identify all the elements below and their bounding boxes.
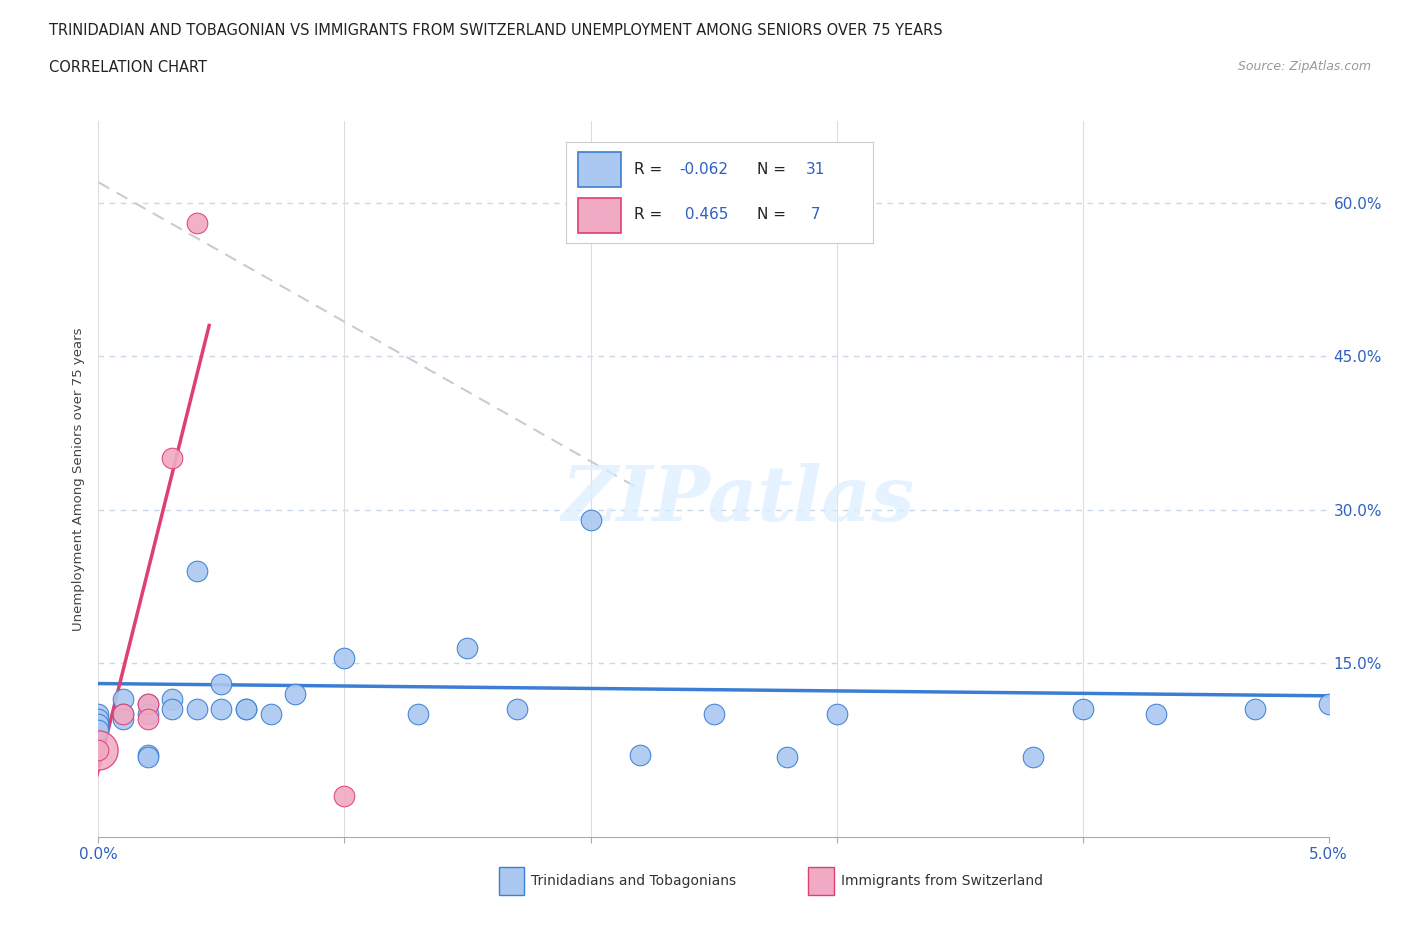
Point bbox=[333, 789, 356, 804]
Point bbox=[162, 451, 183, 466]
Point bbox=[186, 216, 208, 231]
Point bbox=[1317, 697, 1340, 711]
Text: Source: ZipAtlas.com: Source: ZipAtlas.com bbox=[1237, 60, 1371, 73]
Point bbox=[87, 712, 110, 727]
Point bbox=[112, 712, 135, 727]
Point bbox=[284, 686, 307, 701]
Point bbox=[703, 707, 725, 722]
Point bbox=[112, 707, 135, 722]
Point bbox=[211, 676, 233, 691]
Point bbox=[162, 692, 183, 707]
Point bbox=[506, 702, 529, 717]
Point bbox=[136, 697, 159, 711]
Point bbox=[87, 717, 110, 732]
Point bbox=[136, 748, 159, 763]
Point bbox=[776, 750, 799, 764]
Text: ZIPatlas: ZIPatlas bbox=[561, 463, 915, 538]
Text: Immigrants from Switzerland: Immigrants from Switzerland bbox=[841, 873, 1043, 888]
Point bbox=[408, 707, 430, 722]
Point bbox=[112, 692, 135, 707]
Text: Trinidadians and Tobagonians: Trinidadians and Tobagonians bbox=[531, 873, 737, 888]
Point bbox=[235, 702, 257, 717]
Point bbox=[628, 748, 651, 763]
Point bbox=[136, 750, 159, 764]
Point bbox=[579, 512, 602, 527]
Point bbox=[112, 707, 135, 722]
Point bbox=[87, 742, 110, 757]
Point bbox=[260, 707, 283, 722]
Point bbox=[1022, 750, 1045, 764]
Point bbox=[1071, 702, 1094, 717]
Point bbox=[87, 707, 110, 722]
Text: CORRELATION CHART: CORRELATION CHART bbox=[49, 60, 207, 75]
Point bbox=[333, 651, 356, 666]
Point bbox=[211, 702, 233, 717]
Point bbox=[87, 722, 110, 737]
Point bbox=[136, 712, 159, 727]
Point bbox=[162, 702, 183, 717]
Point bbox=[825, 707, 848, 722]
Point bbox=[186, 564, 208, 578]
Point bbox=[136, 697, 159, 711]
Point bbox=[87, 742, 110, 757]
Point bbox=[186, 702, 208, 717]
Point bbox=[1244, 702, 1267, 717]
Point bbox=[235, 702, 257, 717]
Point bbox=[1144, 707, 1167, 722]
Point bbox=[456, 641, 478, 656]
Point bbox=[136, 707, 159, 722]
Text: TRINIDADIAN AND TOBAGONIAN VS IMMIGRANTS FROM SWITZERLAND UNEMPLOYMENT AMONG SEN: TRINIDADIAN AND TOBAGONIAN VS IMMIGRANTS… bbox=[49, 23, 943, 38]
Y-axis label: Unemployment Among Seniors over 75 years: Unemployment Among Seniors over 75 years bbox=[72, 327, 86, 631]
